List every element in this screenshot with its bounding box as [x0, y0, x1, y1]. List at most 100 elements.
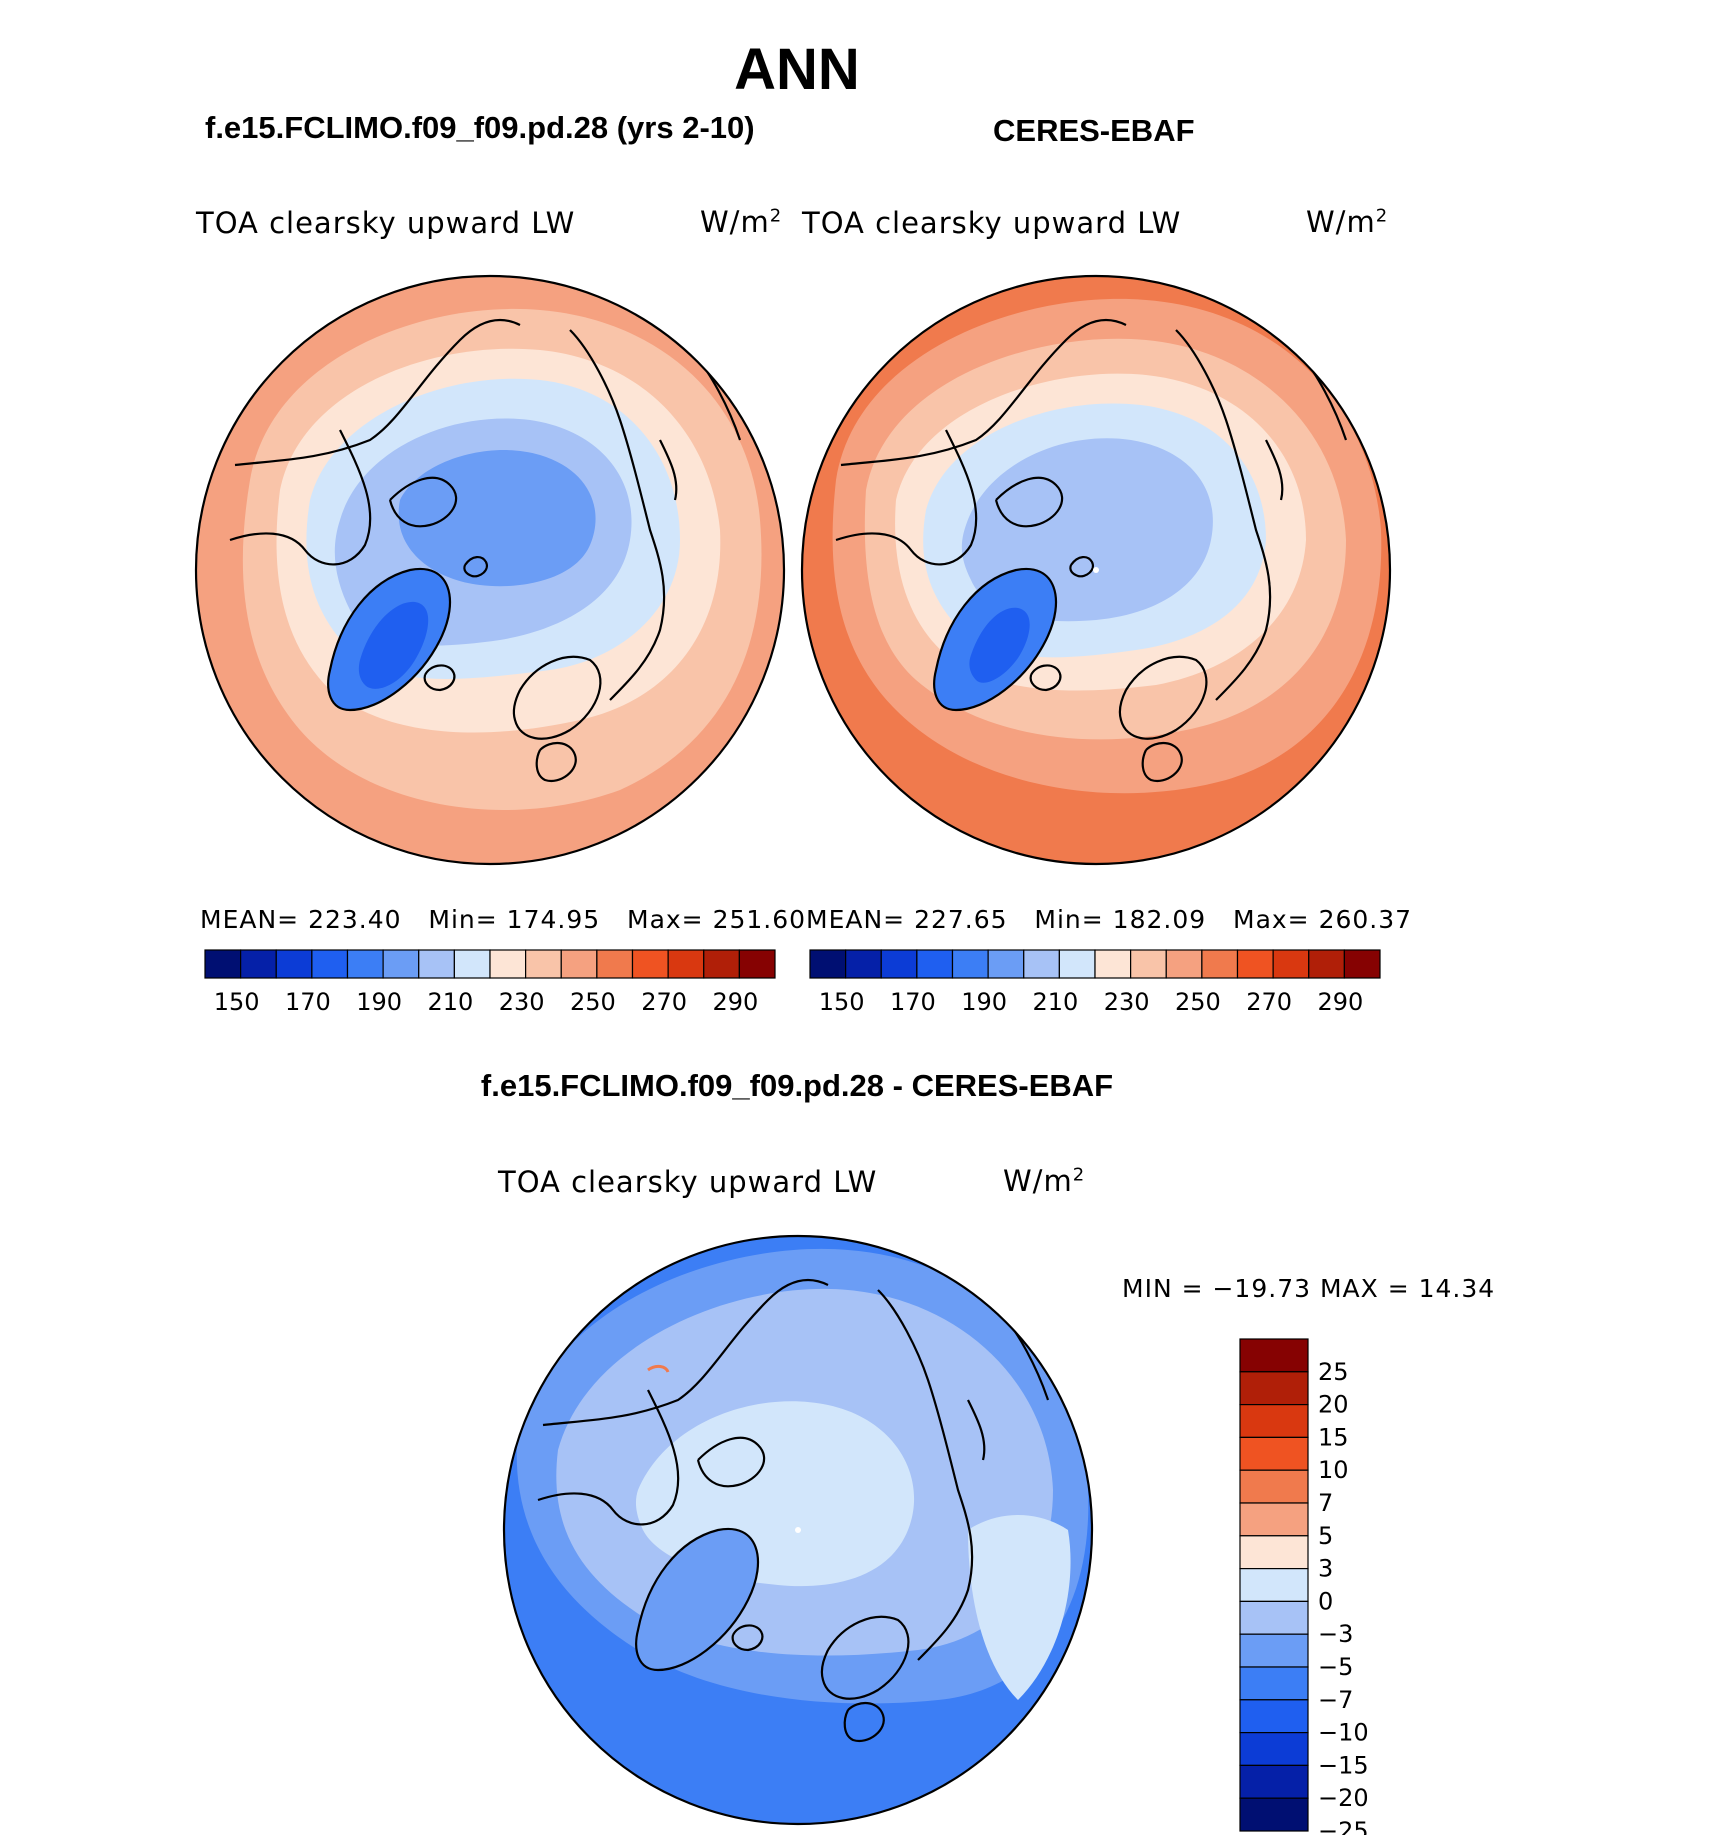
model-case-title: f.e15.FCLIMO.f09_f09.pd.28 (yrs 2-10) — [205, 110, 755, 145]
colorbar-tick-label: 270 — [641, 988, 687, 1016]
colorbar-tick-label: 210 — [427, 988, 473, 1016]
diff-colorbar-tick-label: −5 — [1318, 1653, 1353, 1681]
colorbar-tick-label: 210 — [1032, 988, 1078, 1016]
colorbar-box — [845, 949, 882, 979]
colorbar-box — [631, 949, 669, 979]
colorbar-box — [951, 949, 989, 979]
colorbar-box — [738, 949, 776, 979]
diff-colorbar-tick-label: 5 — [1318, 1522, 1333, 1550]
left-colorbar: 150 170 190 210 230 250 270 290 — [204, 949, 776, 1016]
colorbar-tick-label: 290 — [1317, 988, 1363, 1016]
colorbar-box — [880, 949, 918, 979]
diff-colorbar-tick-label: −15 — [1318, 1751, 1369, 1779]
obs-case-title: CERES-EBAF — [993, 113, 1195, 148]
diff-colorbar-box — [1239, 1403, 1309, 1438]
colorbar-tick-label: 290 — [712, 988, 758, 1016]
right-unit-label: W/m2 — [1306, 205, 1389, 239]
right-variable-label: TOA clearsky upward LW — [802, 206, 1182, 240]
map-fill-greenland-core — [358, 601, 429, 689]
left-variable-label: TOA clearsky upward LW — [196, 206, 576, 240]
model-polar-map — [194, 274, 786, 866]
colorbar-tick-label: 230 — [1104, 988, 1150, 1016]
map-fill-pale-right — [968, 1515, 1071, 1700]
left-stats: MEAN= 223.40 Min= 174.95 Max= 251.60 — [200, 905, 807, 934]
colorbar-box — [703, 949, 740, 979]
diff-colorbar-tick-label: 15 — [1318, 1423, 1349, 1451]
diff-minmax: MIN = −19.73 MAX = 14.34 — [1122, 1274, 1496, 1303]
colorbar-tick-label: 170 — [890, 988, 936, 1016]
colorbar-box — [489, 949, 527, 979]
colorbar-box — [346, 949, 384, 979]
diff-colorbar-box — [1239, 1764, 1309, 1799]
colorbar-box — [1201, 949, 1239, 979]
diff-colorbar-box — [1239, 1633, 1309, 1668]
diff-colorbar-tick-label: −7 — [1318, 1686, 1353, 1714]
diff-colorbar-box — [1239, 1699, 1309, 1734]
colorbar-tick-label: 190 — [961, 988, 1007, 1016]
colorbar-box — [382, 949, 420, 979]
diff-colorbar-box — [1239, 1371, 1309, 1406]
diff-colorbar-box — [1239, 1502, 1309, 1537]
colorbar-box — [204, 949, 242, 979]
diff-colorbar-box — [1239, 1568, 1309, 1603]
left-unit-label: W/m2 — [700, 205, 783, 239]
diff-colorbar-tick-label: 7 — [1318, 1489, 1333, 1517]
diff-colorbar-box — [1239, 1436, 1309, 1471]
colorbar-tick-label: 190 — [356, 988, 402, 1016]
right-colorbar: 150 170 190 210 230 250 270 290 — [809, 949, 1381, 1016]
diff-colorbar-tick-label: 20 — [1318, 1391, 1349, 1419]
diff-variable-label: TOA clearsky upward LW — [498, 1165, 878, 1199]
colorbar-box — [560, 949, 598, 979]
colorbar-box — [1308, 949, 1345, 979]
colorbar-tick-label: 250 — [1175, 988, 1221, 1016]
colorbar-tick-label: 170 — [285, 988, 331, 1016]
colorbar-box — [667, 949, 705, 979]
diff-colorbar-box — [1239, 1469, 1309, 1504]
diff-colorbar-box — [1239, 1732, 1309, 1767]
diff-colorbar-tick-label: 0 — [1318, 1587, 1333, 1615]
diff-colorbar-tick-label: 25 — [1318, 1358, 1349, 1386]
map-fill-greenland — [636, 1528, 758, 1670]
colorbar-tick-label: 250 — [570, 988, 616, 1016]
diff-colorbar-box — [1239, 1797, 1309, 1832]
colorbar-box — [240, 949, 277, 979]
difference-polar-map — [502, 1234, 1094, 1826]
colorbar-box — [311, 949, 349, 979]
colorbar-tick-label: 270 — [1246, 988, 1292, 1016]
colorbar-box — [596, 949, 634, 979]
diff-colorbar-tick-label: −20 — [1318, 1784, 1369, 1812]
diff-colorbar-tick-label: 10 — [1318, 1456, 1349, 1484]
colorbar-tick-label: 230 — [499, 988, 545, 1016]
colorbar-tick-label: 150 — [214, 988, 260, 1016]
colorbar-box — [1343, 949, 1381, 979]
colorbar-box — [916, 949, 954, 979]
colorbar-box — [1236, 949, 1274, 979]
map-fill-greenland-core — [969, 607, 1030, 683]
diff-colorbar: 25 20 15 10 7 5 3 0 −3 −5 −7 −10 −15 −20 −25 — [1239, 1338, 1369, 1835]
diff-colorbar-box — [1239, 1338, 1309, 1373]
colorbar-box — [1130, 949, 1167, 979]
colorbar-box — [1058, 949, 1096, 979]
obs-polar-map — [800, 274, 1392, 866]
diff-unit-label: W/m2 — [1003, 1164, 1086, 1198]
colorbar-box — [809, 949, 847, 979]
colorbar-box — [1023, 949, 1060, 979]
diff-colorbar-tick-label: −10 — [1318, 1719, 1369, 1747]
colorbar-box — [987, 949, 1025, 979]
difference-title: f.e15.FCLIMO.f09_f09.pd.28 - CERES-EBAF — [480, 1068, 1114, 1103]
colorbar-box — [275, 949, 313, 979]
diff-colorbar-box — [1239, 1666, 1309, 1701]
right-stats: MEAN= 227.65 Min= 182.09 Max= 260.37 — [806, 905, 1413, 934]
colorbar-tick-label: 150 — [819, 988, 865, 1016]
colorbar-box — [525, 949, 562, 979]
diff-colorbar-box — [1239, 1600, 1309, 1635]
colorbar-box — [453, 949, 491, 979]
diff-colorbar-box — [1239, 1535, 1309, 1570]
colorbar-box — [1094, 949, 1132, 979]
diff-colorbar-tick-label: −3 — [1318, 1620, 1353, 1648]
colorbar-box — [1165, 949, 1203, 979]
diff-colorbar-tick-label: −25 — [1318, 1817, 1369, 1835]
colorbar-box — [418, 949, 455, 979]
diff-colorbar-tick-label: 3 — [1318, 1555, 1333, 1583]
main-title: ANN — [734, 37, 860, 102]
